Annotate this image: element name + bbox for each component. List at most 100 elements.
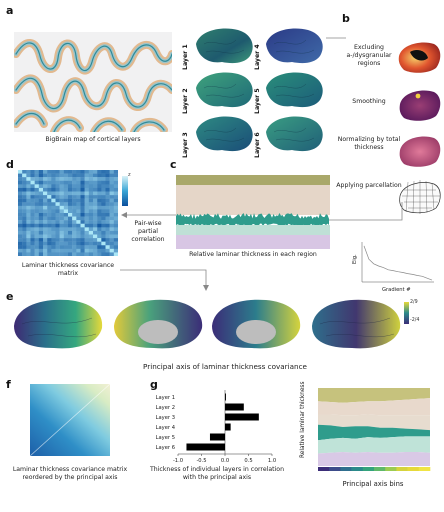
matrix-cell [76, 173, 81, 178]
bar-category-label: Layer 5 [156, 435, 175, 441]
matrix-cell [63, 227, 69, 232]
matrix-cell [84, 191, 90, 196]
band-layer6 [176, 235, 330, 249]
matrix-cell [84, 170, 90, 174]
matrix-cell [51, 202, 56, 207]
matrix-cell [68, 209, 73, 214]
matrix-cell [59, 245, 65, 250]
matrix-cell [43, 241, 48, 246]
brain-layer-2 [196, 72, 253, 108]
matrix-cell [51, 184, 56, 189]
matrix-cell [72, 195, 77, 199]
matrix-cell [88, 245, 94, 250]
matrix-cell [101, 216, 106, 221]
matrix-cell [88, 241, 94, 246]
matrix-cell [84, 180, 90, 185]
matrix-cell [26, 238, 31, 242]
matrix-cell [18, 216, 23, 221]
matrix-cell [76, 230, 81, 235]
matrix-cell [76, 227, 81, 232]
matrix-cell [22, 245, 27, 250]
matrix-cell [43, 234, 48, 239]
matrix-cell [113, 184, 118, 189]
matrix-cell [59, 195, 65, 199]
matrix-cell [18, 209, 23, 214]
matrix-cell [51, 205, 56, 210]
bigbrain-layers-map [14, 32, 172, 132]
matrix-cell [97, 202, 102, 207]
matrix-cell [18, 223, 23, 228]
matrix-cell [38, 184, 44, 189]
matrix-cell [80, 230, 85, 235]
matrix-cell [68, 184, 73, 189]
panel-f-caption: Laminar thickness covariance matrix reor… [12, 466, 128, 481]
matrix-cell [105, 184, 110, 189]
matrix-cell [88, 238, 94, 242]
matrix-cell [38, 198, 44, 203]
matrix-cell [80, 213, 85, 217]
matrix-cell [113, 223, 118, 228]
matrix-cell [22, 170, 27, 174]
layer-correlation-bar-chart: Layer 1 Layer 2 Layer 3 Layer 4 Layer 5 Layer… [156, 390, 276, 464]
matrix-cell [84, 177, 90, 181]
matrix-cell [80, 195, 85, 199]
matrix-cell [51, 187, 56, 192]
principal-axis-colorbar [404, 302, 409, 324]
matrix-cell [43, 191, 48, 196]
bar [209, 433, 225, 441]
matrix-cell [97, 195, 102, 199]
matrix-cell [88, 213, 94, 217]
matrix-cell [101, 184, 106, 189]
matrix-cell [101, 241, 106, 246]
matrix-cell [59, 234, 65, 239]
matrix-cell [72, 205, 77, 210]
matrix-cell [30, 238, 35, 242]
matrix-cell [34, 202, 40, 207]
matrix-cell [63, 245, 69, 250]
matrix-cell [18, 177, 23, 181]
matrix-cell [109, 248, 115, 253]
matrix-cell [51, 173, 56, 178]
matrix-cell [43, 216, 48, 221]
matrix-cell [55, 209, 60, 214]
matrix-cell [38, 191, 44, 196]
stack-band-layer-1 [318, 388, 430, 403]
matrix-cell [47, 198, 52, 203]
matrix-cell [109, 220, 115, 224]
matrix-cell [22, 205, 27, 210]
matrix-cell [68, 202, 73, 207]
matrix-cell [51, 191, 56, 196]
matrix-cell [38, 205, 44, 210]
matrix-cell [47, 177, 52, 181]
matrix-cell [80, 248, 85, 253]
matrix-cell [105, 241, 110, 246]
matrix-cell [55, 202, 60, 207]
matrix-cell [93, 187, 98, 192]
matrix-cell [43, 173, 48, 178]
matrix-cell [109, 245, 115, 250]
matrix-cell [109, 216, 115, 221]
matrix-cell [55, 252, 60, 256]
matrix-cell [101, 195, 106, 199]
band-layer1 [176, 175, 330, 185]
panel-g-bar-caption: Thickness of individual layers in correl… [150, 466, 284, 481]
principal-axis-bin [362, 467, 375, 471]
matrix-cell [18, 234, 23, 239]
brain-layer-1 [196, 28, 253, 64]
matrix-cell [76, 245, 81, 250]
matrix-cell [26, 248, 31, 253]
panel-label-b: b [342, 12, 350, 25]
panel-label-d: d [6, 158, 14, 171]
matrix-cell [34, 241, 40, 246]
matrix-cell [80, 241, 85, 246]
matrix-cell [101, 202, 106, 207]
matrix-cell [80, 220, 85, 224]
matrix-cell [72, 213, 77, 217]
matrix-cell [63, 213, 69, 217]
matrix-cell [72, 173, 77, 178]
matrix-cell [109, 234, 115, 239]
matrix-cell [30, 202, 35, 207]
bar-category-label: Layer 3 [156, 415, 175, 421]
matrix-cell [88, 184, 94, 189]
